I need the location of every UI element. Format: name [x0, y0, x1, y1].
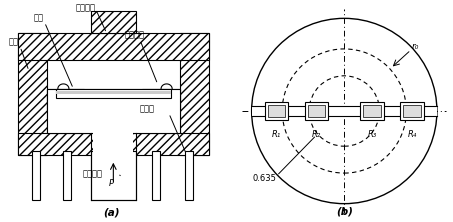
Text: 硅柱: 硅柱 — [9, 37, 19, 46]
Text: r₀: r₀ — [412, 42, 419, 51]
Text: R₃: R₃ — [367, 129, 377, 139]
Bar — [363, 105, 381, 117]
Bar — [47, 89, 84, 109]
Bar — [308, 105, 325, 117]
Text: 压力接管: 压力接管 — [82, 169, 102, 178]
Bar — [265, 102, 288, 120]
Bar — [305, 102, 328, 120]
Text: R₄: R₄ — [407, 129, 417, 139]
Bar — [63, 151, 71, 200]
Text: (a): (a) — [103, 207, 120, 217]
Text: 内部引线: 内部引线 — [125, 31, 145, 40]
Bar — [361, 102, 384, 120]
Bar — [56, 89, 171, 98]
Bar — [47, 89, 180, 133]
Text: (b): (b) — [336, 207, 353, 217]
Text: $P$: $P$ — [108, 177, 115, 188]
Text: 引线架: 引线架 — [140, 104, 155, 113]
Bar — [32, 151, 39, 200]
Text: R₂: R₂ — [312, 129, 321, 139]
Bar — [251, 106, 437, 116]
Text: R₁: R₁ — [272, 129, 281, 139]
Bar — [18, 133, 209, 155]
Bar — [18, 33, 47, 155]
Bar — [91, 11, 135, 33]
Bar — [18, 33, 209, 60]
Bar — [142, 89, 180, 109]
Bar — [151, 151, 159, 200]
Bar — [93, 131, 133, 155]
Bar — [91, 151, 135, 200]
Bar — [180, 33, 209, 155]
Bar — [403, 105, 421, 117]
Bar — [56, 91, 171, 94]
Text: 0.635: 0.635 — [252, 174, 276, 183]
Text: 膜片: 膜片 — [34, 13, 43, 22]
Text: 扩散电阻: 扩散电阻 — [76, 3, 96, 12]
Bar — [400, 102, 424, 120]
Bar — [185, 151, 193, 200]
Bar — [268, 105, 285, 117]
